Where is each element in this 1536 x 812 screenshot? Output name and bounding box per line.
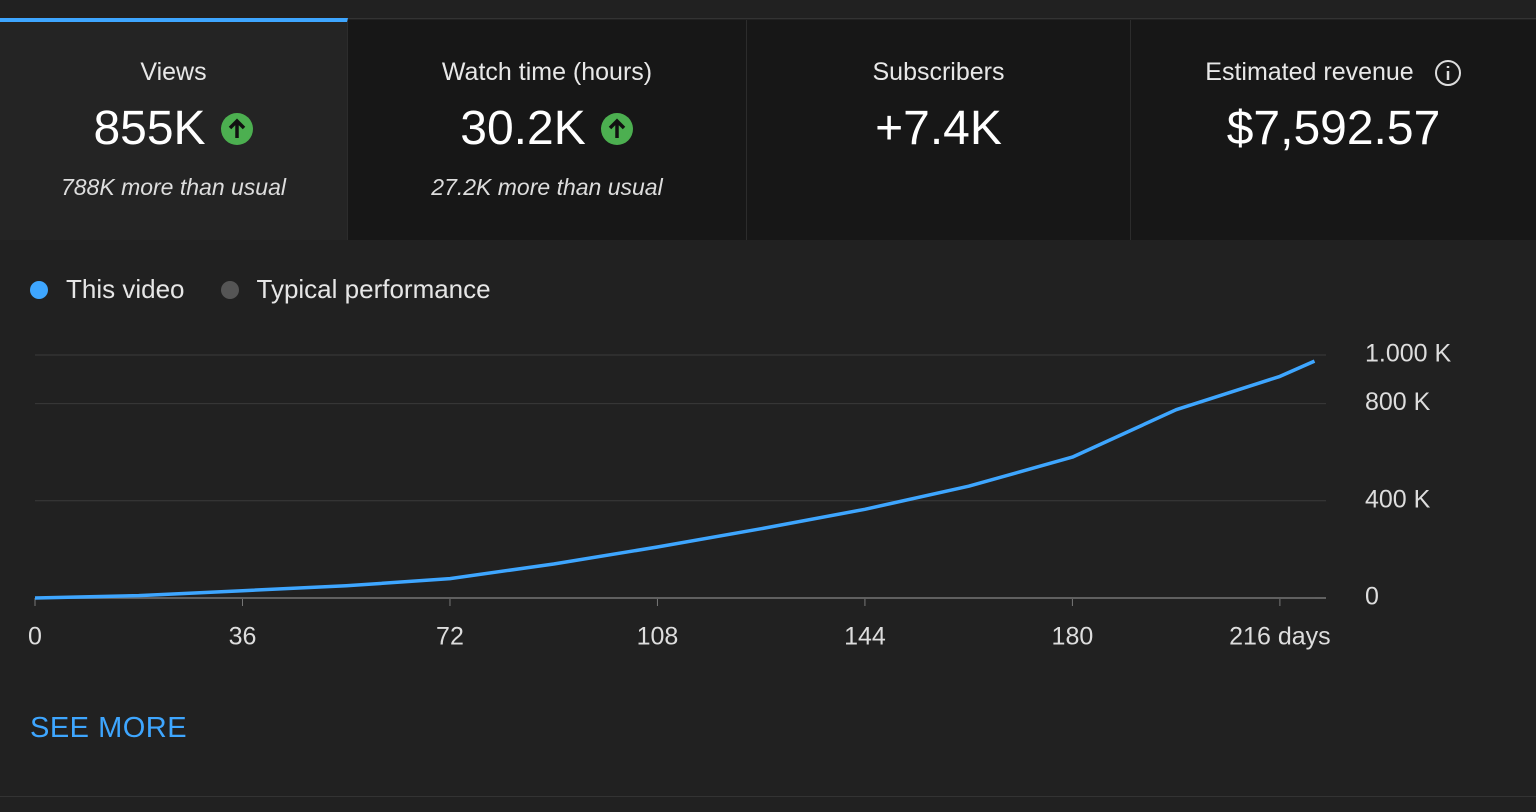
legend-dot bbox=[30, 280, 48, 299]
x-tick-label: 180 bbox=[1052, 623, 1094, 651]
metric-card[interactable]: Subscribers +7.4K bbox=[747, 20, 1131, 240]
legend-label: Typical performance bbox=[256, 274, 491, 304]
legend-item[interactable]: This video bbox=[30, 274, 185, 305]
metric-label-row: Estimated revenue bbox=[1131, 58, 1536, 87]
y-tick-label: 800 K bbox=[1365, 388, 1431, 416]
divider bbox=[0, 796, 1536, 797]
y-tick-label: 0 bbox=[1365, 583, 1379, 611]
see-more-link[interactable]: SEE MORE bbox=[30, 712, 188, 744]
legend-label: This video bbox=[66, 274, 185, 304]
x-tick-label: 36 bbox=[229, 623, 257, 651]
metric-label: Subscribers bbox=[872, 58, 1005, 86]
chart: 0 400 K 800 K 1.000 K 0 36 72 108 144 180 216 days bbox=[28, 340, 1452, 651]
series-line bbox=[34, 359, 1316, 600]
y-tick-label: 1.000 K bbox=[1365, 340, 1452, 368]
legend-dot bbox=[220, 280, 239, 299]
metric-note: 27.2K more than usual bbox=[431, 174, 663, 200]
up-icon bbox=[220, 112, 253, 145]
metric-value-row: 30.2K bbox=[348, 101, 746, 156]
x-tick-label: 144 bbox=[844, 623, 886, 651]
x-tick-label: 108 bbox=[637, 623, 679, 651]
metric-value: $7,592.57 bbox=[1226, 102, 1441, 155]
legend: This video Typical performance bbox=[30, 274, 491, 305]
x-tick-label: 216 days bbox=[1229, 623, 1330, 651]
info-icon[interactable] bbox=[1434, 59, 1462, 87]
metric-label: Watch time (hours) bbox=[441, 58, 653, 86]
legend-item[interactable]: Typical performance bbox=[220, 274, 491, 305]
metric-card[interactable]: Watch time (hours) 30.2K 27.2K more than… bbox=[348, 20, 747, 240]
metric-card[interactable]: Estimated revenue $7,592.57 bbox=[1131, 20, 1536, 240]
metric-label: Estimated revenue bbox=[1205, 58, 1414, 86]
divider bbox=[0, 18, 1536, 19]
x-tick-label: 0 bbox=[28, 623, 42, 651]
x-tick-label: 72 bbox=[436, 623, 464, 651]
metric-value: 30.2K bbox=[460, 102, 586, 155]
y-tick-label: 400 K bbox=[1365, 485, 1431, 513]
metric-note: 788K more than usual bbox=[60, 174, 287, 200]
metric-card[interactable]: Views 855K 788K more than usual bbox=[0, 18, 348, 240]
up-icon bbox=[600, 112, 633, 145]
metric-value: 855K bbox=[93, 102, 206, 155]
metric-label: Views bbox=[140, 58, 207, 86]
metric-value: +7.4K bbox=[875, 102, 1002, 155]
metric-value-row: 855K bbox=[0, 101, 347, 156]
